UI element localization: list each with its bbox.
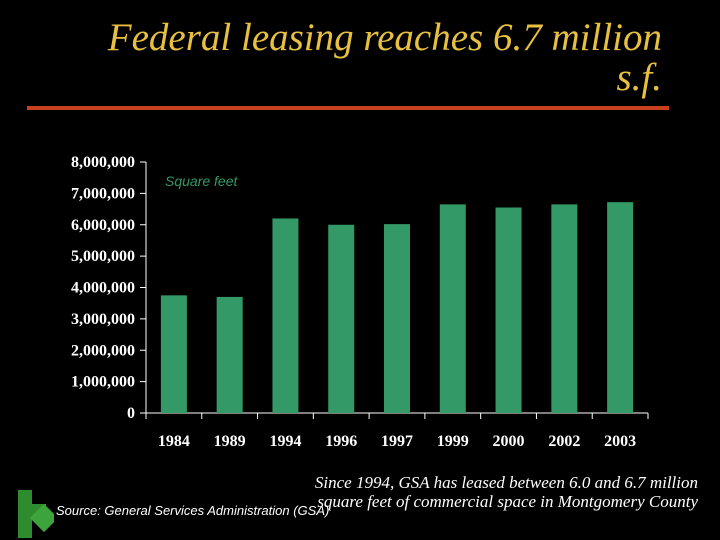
bar-1996 bbox=[328, 224, 355, 413]
bar-2000 bbox=[495, 207, 522, 413]
bar-2003 bbox=[607, 202, 634, 413]
x-tick-label: 2000 bbox=[493, 433, 525, 450]
x-tick-label: 2002 bbox=[548, 433, 580, 450]
x-tick-label: 1989 bbox=[214, 433, 246, 450]
bar-chart: 0 1,000,000 2,000,000 3,000,000 4,000,000 5,0… bbox=[71, 154, 649, 450]
y-axis-label: Square feet bbox=[165, 173, 238, 189]
y-tick-label: 7,000,000 bbox=[71, 185, 135, 202]
title-underline bbox=[27, 106, 669, 110]
y-tick-label: 0 bbox=[127, 405, 135, 422]
x-tick-label: 1994 bbox=[269, 433, 301, 450]
slide-title: Federal leasing reaches 6.7 million s.f. bbox=[107, 16, 662, 99]
x-tick-label: 1996 bbox=[325, 433, 357, 450]
bar-1994 bbox=[272, 218, 299, 413]
bar-1997 bbox=[384, 224, 410, 413]
x-tick-label: 1997 bbox=[381, 433, 413, 450]
y-tick-label: 3,000,000 bbox=[71, 311, 135, 328]
bar-1984 bbox=[160, 295, 187, 413]
y-tick-label: 8,000,000 bbox=[71, 154, 135, 171]
bar-2002 bbox=[551, 204, 578, 413]
summary-note: Since 1994, GSA has leased between 6.0 a… bbox=[314, 473, 698, 511]
x-tick-label: 2003 bbox=[604, 433, 636, 450]
source-note: Source: General Services Administration … bbox=[56, 503, 330, 518]
corner-arrow-icon bbox=[18, 490, 54, 538]
y-tick-label: 6,000,000 bbox=[71, 217, 135, 234]
y-tick-label: 4,000,000 bbox=[71, 280, 135, 297]
y-tick-label: 1,000,000 bbox=[71, 374, 135, 391]
bar-1989 bbox=[216, 296, 243, 413]
x-tick-label: 1999 bbox=[437, 433, 469, 450]
bar-1999 bbox=[439, 204, 466, 413]
y-tick-label: 2,000,000 bbox=[71, 342, 135, 359]
y-tick-label: 5,000,000 bbox=[71, 248, 135, 265]
x-tick-label: 1984 bbox=[158, 433, 190, 450]
